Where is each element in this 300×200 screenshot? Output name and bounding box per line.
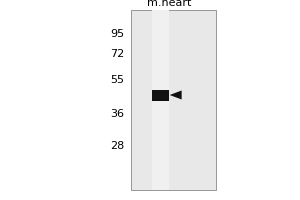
Text: 36: 36: [110, 109, 124, 119]
Text: 72: 72: [110, 49, 124, 59]
Polygon shape: [170, 90, 182, 99]
Text: 95: 95: [110, 29, 124, 39]
Bar: [130, 10, 216, 190]
Text: m.heart: m.heart: [147, 0, 192, 8]
Bar: [152, 10, 169, 190]
Text: 55: 55: [110, 75, 124, 85]
Bar: [152, 90, 169, 100]
Text: 28: 28: [110, 141, 124, 151]
